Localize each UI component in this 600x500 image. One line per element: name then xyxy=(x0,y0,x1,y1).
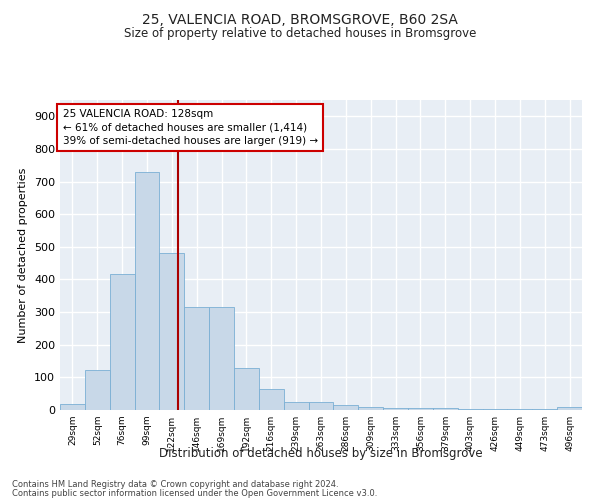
Bar xyxy=(184,307,209,410)
Bar xyxy=(458,409,482,410)
Bar xyxy=(408,408,433,410)
Bar xyxy=(60,404,85,410)
Bar xyxy=(508,409,532,410)
Text: Contains HM Land Registry data © Crown copyright and database right 2024.: Contains HM Land Registry data © Crown c… xyxy=(12,480,338,489)
Text: Contains public sector information licensed under the Open Government Licence v3: Contains public sector information licen… xyxy=(12,489,377,498)
Text: 25, VALENCIA ROAD, BROMSGROVE, B60 2SA: 25, VALENCIA ROAD, BROMSGROVE, B60 2SA xyxy=(142,12,458,26)
Y-axis label: Number of detached properties: Number of detached properties xyxy=(19,168,28,342)
Bar xyxy=(160,254,184,410)
Bar xyxy=(334,405,358,410)
Text: 25 VALENCIA ROAD: 128sqm
← 61% of detached houses are smaller (1,414)
39% of sem: 25 VALENCIA ROAD: 128sqm ← 61% of detach… xyxy=(62,110,318,146)
Bar xyxy=(85,370,110,410)
Text: Size of property relative to detached houses in Bromsgrove: Size of property relative to detached ho… xyxy=(124,28,476,40)
Bar xyxy=(532,409,557,410)
Bar xyxy=(259,389,284,410)
Text: Distribution of detached houses by size in Bromsgrove: Distribution of detached houses by size … xyxy=(159,448,483,460)
Bar xyxy=(209,307,234,410)
Bar xyxy=(433,408,458,410)
Bar xyxy=(557,408,582,410)
Bar xyxy=(383,408,408,410)
Bar xyxy=(482,409,508,410)
Bar xyxy=(358,406,383,410)
Bar xyxy=(110,274,134,410)
Bar xyxy=(308,402,334,410)
Bar xyxy=(234,368,259,410)
Bar xyxy=(134,172,160,410)
Bar xyxy=(284,402,308,410)
